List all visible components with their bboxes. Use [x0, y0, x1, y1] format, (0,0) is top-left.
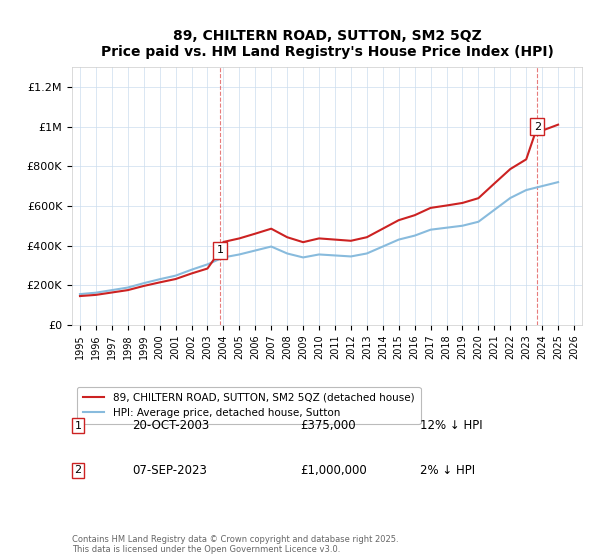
Text: 2% ↓ HPI: 2% ↓ HPI [420, 464, 475, 477]
Text: 2: 2 [74, 465, 82, 475]
Text: 1: 1 [74, 421, 82, 431]
Text: 20-OCT-2003: 20-OCT-2003 [132, 419, 209, 432]
Text: £1,000,000: £1,000,000 [300, 464, 367, 477]
Text: 12% ↓ HPI: 12% ↓ HPI [420, 419, 482, 432]
Legend: 89, CHILTERN ROAD, SUTTON, SM2 5QZ (detached house), HPI: Average price, detache: 89, CHILTERN ROAD, SUTTON, SM2 5QZ (deta… [77, 387, 421, 424]
Title: 89, CHILTERN ROAD, SUTTON, SM2 5QZ
Price paid vs. HM Land Registry's House Price: 89, CHILTERN ROAD, SUTTON, SM2 5QZ Price… [101, 29, 553, 59]
Text: £375,000: £375,000 [300, 419, 356, 432]
Text: Contains HM Land Registry data © Crown copyright and database right 2025.
This d: Contains HM Land Registry data © Crown c… [72, 535, 398, 554]
Text: 2: 2 [534, 122, 541, 132]
Text: 07-SEP-2023: 07-SEP-2023 [132, 464, 207, 477]
Text: 1: 1 [217, 245, 224, 255]
